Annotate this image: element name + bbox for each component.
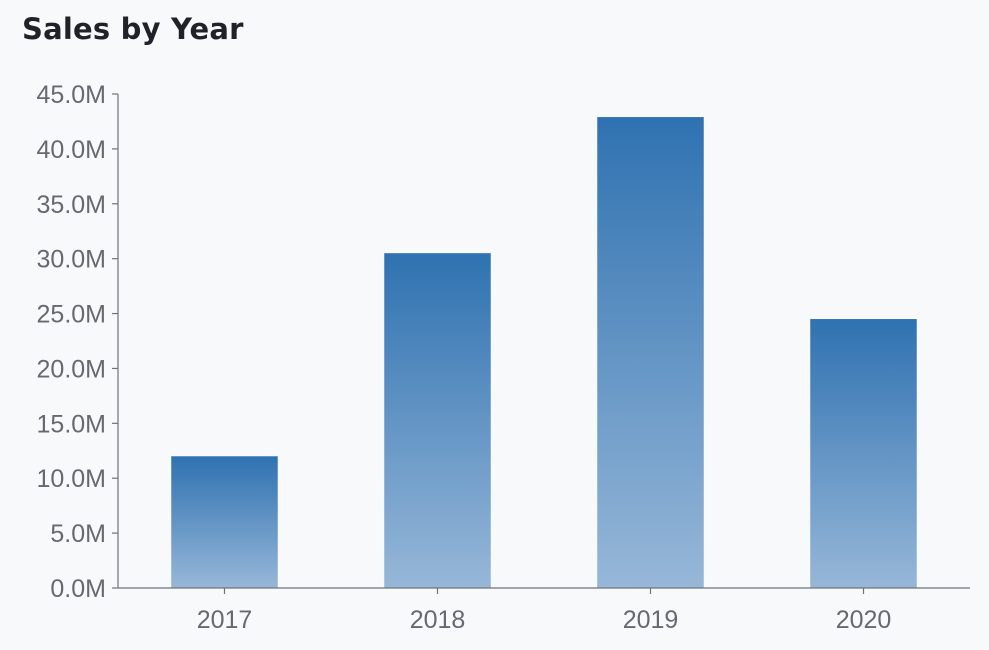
y-tick-label: 5.0M	[50, 520, 106, 548]
x-tick-label: 2019	[623, 606, 679, 634]
y-tick-label: 45.0M	[37, 81, 106, 109]
y-tick-label: 15.0M	[37, 410, 106, 438]
bar-2018	[384, 253, 491, 588]
y-tick-label: 30.0M	[37, 246, 106, 274]
y-tick-label: 0.0M	[50, 575, 106, 603]
y-tick-label: 20.0M	[37, 355, 106, 383]
y-tick-label: 10.0M	[37, 465, 106, 493]
bars-layer	[171, 117, 917, 588]
chart-title: Sales by Year	[22, 12, 244, 46]
x-tick-label: 2017	[197, 606, 253, 634]
bar-2020	[810, 319, 917, 588]
bar-2019	[597, 117, 704, 588]
x-tick-label: 2018	[410, 606, 466, 634]
y-tick-label: 35.0M	[37, 191, 106, 219]
y-tick-label: 40.0M	[37, 136, 106, 164]
y-axis: 0.0M 5.0M 10.0M 15.0M 20.0M 25.0M 30.0M 35.0M 40…	[37, 81, 119, 603]
y-tick-label: 25.0M	[37, 301, 106, 329]
x-tick-label: 2020	[836, 606, 892, 634]
bar-2017	[171, 456, 278, 588]
x-axis: 2017 2018 2019 2020	[118, 587, 970, 634]
